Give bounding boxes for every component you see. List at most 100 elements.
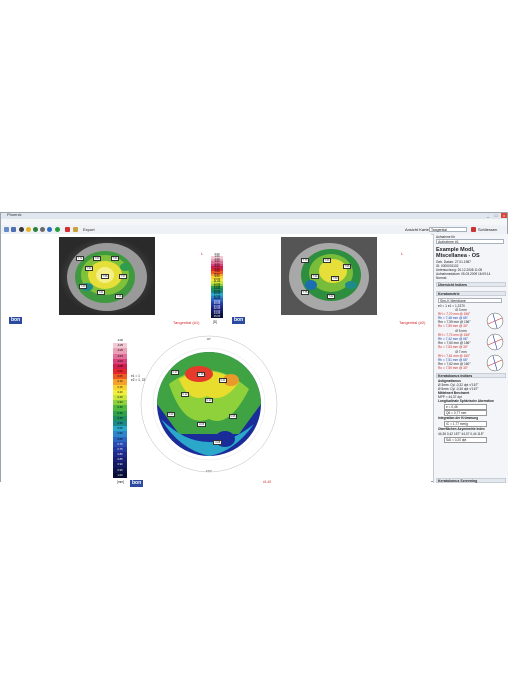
- group-title: Ø 7 mm: [455, 350, 467, 354]
- keratometry-select[interactable]: Sim-K Meridiane: [438, 298, 502, 303]
- map-value-label: 7.61: [97, 290, 105, 295]
- scale-step: 0.75: [113, 446, 127, 453]
- kc-line: Astigmatismus: [438, 379, 461, 383]
- map-value-label: 7.58: [101, 274, 109, 279]
- compare-icon[interactable]: [33, 227, 38, 232]
- patient-line: Untersuchung: 20.12.2008 11:05: [436, 268, 483, 272]
- scale-step: 0.45: [113, 415, 127, 421]
- map-area: 7.72 7.63 7.54 7.60 7.58 7.57 7.69 7.61 …: [1, 234, 431, 487]
- kc-line: Ø 3mm: Cyl -0,32 dpt ≮ 167°: [438, 383, 479, 387]
- scale-step: -0.05: [113, 363, 127, 370]
- map-value-label: 7.54: [111, 256, 119, 261]
- kera-value: Rh = 7,51 mm @ 66°: [438, 358, 468, 362]
- patient-line: Normal: [436, 276, 447, 280]
- close-window-button[interactable]: ×: [501, 213, 507, 218]
- scale-step: 5.00: [211, 265, 223, 269]
- kera-value: Rh = 7,42 mm @ 66°: [438, 337, 468, 341]
- scale-step: 0.20: [113, 389, 127, 396]
- patient-name: Example Modl, Miscellanea - OS: [436, 247, 480, 259]
- export-menu[interactable]: Export: [83, 227, 95, 232]
- scale-step: 0.00: [113, 369, 127, 375]
- scale-step: 25.00: [211, 315, 223, 318]
- scale-step: 0.85: [113, 457, 127, 463]
- map-value-label: 0.12: [181, 392, 189, 397]
- kera-value: Rm = 7,60 mm @ 156°: [438, 341, 471, 345]
- scale-step: -0.30: [113, 338, 127, 344]
- axis-diagram: [486, 333, 504, 351]
- eye-image-icon[interactable]: [19, 227, 24, 232]
- map-value-label: 7.66: [115, 294, 123, 299]
- settings-icon[interactable]: [47, 227, 52, 232]
- scale-step: 0.70: [113, 441, 127, 447]
- scale-step: 3.00: [211, 260, 223, 264]
- scale-step: 1.00: [113, 472, 127, 478]
- map-title-1: Tangential (#1): [173, 320, 200, 325]
- kc-line: Ø 5mm: Cyl -0,36 dpt ≮ 167°: [438, 387, 479, 391]
- kera-value: Ro = 7,59 mm @ 30°: [438, 366, 468, 370]
- kc-line: Oberflächen Asymmetrie Index: [438, 427, 485, 431]
- kera-value: Rm = 7,59 mm @ 156°: [438, 320, 471, 324]
- kc-value-5: SAI = 0,20 dpt: [444, 437, 487, 443]
- scale-step: 23.00: [211, 310, 223, 314]
- map-value-label: 0.06: [229, 414, 237, 419]
- axis-diagram: [486, 312, 504, 330]
- axis-diagram: [486, 354, 504, 372]
- kera-value: RH = 7,73 mm @ 156°: [438, 333, 471, 337]
- section-screening[interactable]: Keratokonus Screening: [436, 478, 506, 483]
- map-value-label: -0.03: [197, 422, 206, 427]
- maximize-button[interactable]: □: [494, 213, 498, 218]
- kera-value: Ro = 7,53 mm @ 30°: [438, 345, 468, 349]
- section-keratometry[interactable]: Keratometrie: [436, 291, 506, 296]
- tools-icon[interactable]: [73, 227, 78, 232]
- scale-step: 0.55: [113, 426, 127, 432]
- eye-side-indicator-1: L: [201, 251, 204, 256]
- scale-step: 20.00: [211, 302, 223, 306]
- difference-map[interactable]: 90° 270°: [139, 334, 279, 474]
- section-overview[interactable]: Übersicht Indizes: [436, 282, 506, 287]
- scale-step: 9.00: [211, 275, 223, 279]
- scale-step: 7.00: [211, 270, 223, 274]
- map-value-label: 7.63: [323, 258, 331, 263]
- patient-line: Geb. Datum: 27.01.1987: [436, 260, 471, 264]
- scale-step: 0.65: [113, 436, 127, 442]
- close-icon: [471, 227, 476, 232]
- play-icon[interactable]: [55, 227, 60, 232]
- recording-select[interactable]: Aufnahme #1: [436, 239, 504, 244]
- scale-step: 0.95: [113, 467, 127, 473]
- kera-value: Rm = 7,62 mm @ 160°: [438, 362, 471, 366]
- close-exam-button[interactable]: Schliessen: [478, 227, 498, 232]
- scale-step: 0.80: [113, 452, 127, 458]
- eye-image-2[interactable]: [281, 237, 377, 315]
- scale-step: 0.00: [211, 253, 223, 257]
- color-scale-diff: -0.30 -0.25 -0.20 -0.15 -0.10 -0.05 0.00 0.05 0.…: [113, 338, 127, 478]
- diff-info-2: e2 = 1, 2370: [131, 378, 149, 382]
- scale-step: -0.15: [113, 353, 127, 359]
- scale-step: 0.25: [113, 395, 127, 401]
- scale-step: 4.00: [211, 263, 223, 267]
- map-icon[interactable]: [26, 227, 31, 232]
- scale-step: 6.00: [211, 268, 223, 272]
- map-value-label: 7.62: [327, 294, 335, 299]
- scale-step: 1.00: [211, 255, 223, 259]
- minimize-button[interactable]: _: [486, 213, 490, 218]
- section-keratoconus[interactable]: Keratokonus Indizes: [436, 373, 506, 378]
- group-title: Ø 5 mm: [455, 329, 467, 333]
- scale-step: -0.25: [113, 343, 127, 349]
- scale-step: 0.50: [113, 420, 127, 427]
- save-icon[interactable]: [11, 227, 16, 232]
- print-icon[interactable]: [65, 227, 70, 232]
- degree-bottom: 270°: [206, 469, 213, 473]
- map-value-label: 7.64: [311, 274, 319, 279]
- kc-value-3: IC = 1,77 mm/g: [444, 421, 487, 427]
- scale-step: 11.00: [211, 280, 223, 284]
- view-select[interactable]: Tangential: [429, 226, 467, 232]
- overlay-icon[interactable]: [40, 227, 45, 232]
- patient-line: ID: 0000001102: [436, 264, 459, 268]
- eye-side-indicator-2: L: [401, 251, 404, 256]
- info-panel: Aufnahme für Aufnahme #1 Example Modl, M…: [433, 234, 508, 483]
- scale-step: -0.20: [113, 348, 127, 354]
- map-value-label: 7.76: [301, 290, 309, 295]
- open-icon[interactable]: [4, 227, 9, 232]
- bon-logo: bon: [9, 317, 23, 324]
- map-value-label: 0.21: [219, 378, 227, 383]
